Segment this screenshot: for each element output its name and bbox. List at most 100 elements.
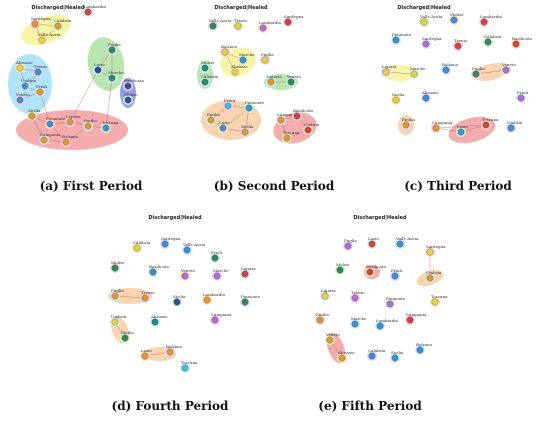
node xyxy=(426,248,434,256)
node xyxy=(111,264,119,272)
node-label: Friuli xyxy=(224,98,236,103)
node xyxy=(181,364,189,372)
node-label: Marche xyxy=(108,70,124,75)
node-label: Marche xyxy=(410,66,426,71)
node-label: Sardegna xyxy=(422,36,442,41)
node xyxy=(336,266,344,274)
panel-title: Discharged|Healed xyxy=(214,5,268,11)
node xyxy=(338,354,346,362)
node-label: Liguria xyxy=(321,288,336,293)
node xyxy=(321,292,329,300)
node xyxy=(207,116,215,124)
node xyxy=(267,78,275,86)
node xyxy=(484,38,492,46)
node-label: Abruzzo xyxy=(230,64,248,69)
node xyxy=(54,22,62,30)
node-label: Piemonte xyxy=(386,296,406,301)
node-label: Bolzano xyxy=(416,342,433,347)
node-label: Campania xyxy=(406,312,427,317)
node-label: Abruzzo xyxy=(150,314,168,319)
node-label: Sicilia xyxy=(241,124,254,129)
node xyxy=(62,138,70,146)
node xyxy=(66,118,74,126)
node-label: Valle Aosta xyxy=(37,32,61,37)
node-label: Puglia xyxy=(472,66,485,71)
node xyxy=(261,56,269,64)
node xyxy=(34,68,42,76)
node xyxy=(402,121,410,129)
node-label: Marche xyxy=(213,268,229,273)
node-label: Lazio xyxy=(219,120,230,125)
node-label: Abruzzo xyxy=(15,60,33,65)
node-label: Valle Aosta xyxy=(419,14,443,19)
node xyxy=(480,18,488,26)
node-label: Puglia xyxy=(261,52,274,57)
node xyxy=(209,22,217,30)
node-label: Bolzano xyxy=(221,44,238,49)
node-label: Lazio xyxy=(94,62,105,67)
node-label: Umbria xyxy=(21,78,37,83)
node-label: Abruzzo xyxy=(337,350,355,355)
panel-caption: (c) Third Period xyxy=(404,179,512,193)
node xyxy=(376,322,384,330)
node xyxy=(161,240,169,248)
node xyxy=(121,334,129,342)
panel-caption: (d) Fourth Period xyxy=(112,399,230,413)
node-label: Trento xyxy=(454,38,468,43)
node-label: Bolzano xyxy=(62,134,79,139)
node xyxy=(326,336,334,344)
node-label: Campania xyxy=(211,312,232,317)
node-label: Marche xyxy=(351,316,367,321)
node xyxy=(221,48,229,56)
node xyxy=(201,64,209,72)
node xyxy=(472,70,480,78)
network-panel: Discharged|Healed Lombardia Sardegna Calabr… xyxy=(8,4,144,150)
node-label: Lombardia xyxy=(203,292,226,297)
node xyxy=(124,96,132,104)
node xyxy=(304,126,312,134)
node xyxy=(431,298,439,306)
node-label: Campania xyxy=(277,112,298,117)
node-label: Liguria xyxy=(241,266,256,271)
node xyxy=(316,316,324,324)
node-label: Sardegna xyxy=(426,244,446,249)
node xyxy=(277,116,285,124)
node-label: Marche xyxy=(239,52,255,57)
node xyxy=(28,112,36,120)
node xyxy=(442,66,450,74)
node-label: Valle Aosta xyxy=(182,242,206,247)
node xyxy=(16,64,24,72)
node xyxy=(245,104,253,112)
node-label: Lazio xyxy=(457,124,468,129)
node-label: Emilia xyxy=(207,112,221,117)
node-label: Toscana xyxy=(431,294,448,299)
node-label: Toscana xyxy=(482,117,499,122)
node xyxy=(284,18,292,26)
node xyxy=(351,294,359,302)
node-label: Toscana xyxy=(102,120,119,125)
node xyxy=(219,124,227,132)
node xyxy=(224,102,232,110)
node-label: Emilia xyxy=(84,118,98,123)
node-label: Lombardia xyxy=(480,14,503,19)
node-label: Sicilia xyxy=(391,350,404,355)
node-label: Emilia xyxy=(316,312,330,317)
node xyxy=(84,8,92,16)
node-label: Calabria xyxy=(133,240,151,245)
node-label: Umbria xyxy=(507,120,523,125)
node xyxy=(111,318,119,326)
node xyxy=(241,270,249,278)
node xyxy=(133,244,141,252)
node-label: Campania xyxy=(432,120,453,125)
node xyxy=(391,272,399,280)
node-label: Sicilia xyxy=(392,92,405,97)
node xyxy=(38,36,46,44)
node-label: Umbria xyxy=(304,122,320,127)
node-label: Basilicata xyxy=(124,78,144,83)
node xyxy=(392,36,400,44)
node-label: Calabria xyxy=(54,18,72,23)
node xyxy=(450,16,458,24)
node-label: Basilicata xyxy=(366,264,386,269)
node xyxy=(457,128,465,136)
panel-caption: (b) Second Period xyxy=(214,179,335,193)
